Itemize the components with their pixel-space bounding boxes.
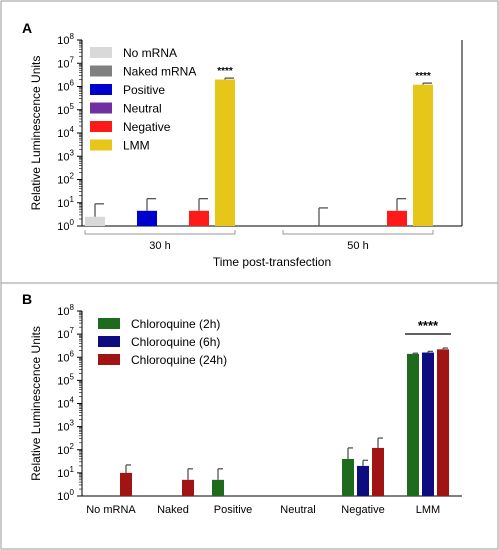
panel-b-y-tick-label: 106 [57, 349, 74, 364]
panel-b-legend-label: Chloroquine (2h) [131, 317, 220, 331]
panel-a-y-axis-title: Relative Luminescence Units [29, 56, 43, 211]
panel-a-group-label: 30 h [149, 240, 170, 252]
panel-b-x-tick-label: LMM [416, 504, 440, 516]
panel-a-significance-label: **** [415, 71, 431, 82]
panel-a-legend-label: Positive [123, 83, 165, 97]
panel-a-legend-label: Neutral [123, 102, 162, 116]
panel-b-y-tick-label: 101 [57, 465, 74, 480]
panel-b-bar [212, 479, 224, 496]
panel-b-legend-label: Chloroquine (6h) [131, 335, 220, 349]
panel-b-legend-swatch [98, 354, 120, 365]
panel-a-x-axis-title: Time post-transfection [213, 255, 331, 269]
panel-b-y-tick-label: 103 [57, 419, 74, 434]
panel-a-bar [413, 84, 433, 227]
panel-a-legend-swatch [90, 84, 112, 95]
panel-b-bar [182, 479, 194, 496]
panel-a-bar [137, 210, 157, 226]
panel-b-y-tick-label: 104 [57, 396, 74, 411]
panel-b-x-tick-label: Neutral [280, 504, 315, 516]
panel-b-bar [437, 349, 449, 496]
panel-b-bar [372, 447, 384, 496]
panel-b-y-axis-title: Relative Luminescence Units [29, 326, 43, 481]
panel-b-x-tick-label: Positive [214, 504, 253, 516]
panel-b-y-tick-label: 100 [57, 488, 74, 503]
panel-b-bar [342, 458, 354, 496]
panel-a-legend-label: Negative [123, 120, 171, 134]
panel-b-legend-swatch [98, 336, 120, 347]
panel-a-legend-label: LMM [123, 139, 150, 153]
panel-a-y-tick-label: 101 [57, 195, 74, 210]
panel-b-legend-label: Chloroquine (24h) [131, 353, 227, 367]
panel-b-bar [422, 352, 434, 496]
panel-a-significance-label: **** [217, 66, 233, 77]
panel-a-y-tick-label: 104 [57, 125, 74, 140]
panel-b-bar [120, 472, 132, 496]
panel-a-bar [85, 216, 105, 226]
panel-b-y-tick-label: 108 [57, 303, 74, 318]
panel-a-y-tick-label: 102 [57, 172, 74, 187]
panel-a-group-label: 50 h [347, 240, 368, 252]
panel-a-y-tick-label: 100 [57, 218, 74, 233]
panel-b-y-tick-label: 105 [57, 372, 74, 387]
panel-a-y-tick-label: 108 [57, 32, 74, 47]
panel-b-x-tick-label: Naked [157, 504, 189, 516]
chart-panel-a: 100 101 102 103 104 105 106 107 108 Relative Lumi… [29, 32, 463, 269]
panel-b-label: B [22, 291, 32, 307]
panel-a-label: A [22, 20, 32, 36]
panel-a-bar [215, 79, 235, 226]
panel-a-legend-swatch [90, 121, 112, 132]
panel-a-y-tick-label: 107 [57, 55, 74, 70]
panel-a-legend-swatch [90, 139, 112, 151]
panel-b-x-tick-label: No mRNA [86, 504, 136, 516]
panel-a-y-tick-label: 103 [57, 148, 74, 163]
panel-b-bar [407, 353, 419, 496]
panel-b-bar [357, 465, 369, 496]
panel-b-frame [0, 282, 499, 550]
panel-a-group-bracket [84, 230, 236, 235]
panel-b-y-tick-label: 107 [57, 326, 74, 341]
panel-a-bar [387, 210, 407, 226]
panel-a-legend-swatch [90, 102, 112, 114]
panel-b-y-tick-label: 102 [57, 442, 74, 457]
panel-a-group-bracket [282, 230, 434, 235]
panel-a-legend-swatch [90, 65, 112, 77]
panel-a-legend-label: Naked mRNA [123, 65, 196, 79]
panel-a-bar [189, 210, 209, 226]
panel-a-y-tick-label: 106 [57, 79, 74, 94]
panel-a-legend-swatch [90, 47, 112, 58]
panel-b-legend-swatch [98, 318, 120, 329]
chart-panel-b: 100 101 102 103 104 105 106 107 108 Relative Lumi… [29, 303, 462, 516]
panel-a-y-tick-label: 105 [57, 102, 74, 117]
panel-a-legend-label: No mRNA [123, 46, 177, 60]
panel-b-significance-label: **** [418, 318, 439, 333]
panel-b-x-tick-label: Negative [341, 504, 384, 516]
